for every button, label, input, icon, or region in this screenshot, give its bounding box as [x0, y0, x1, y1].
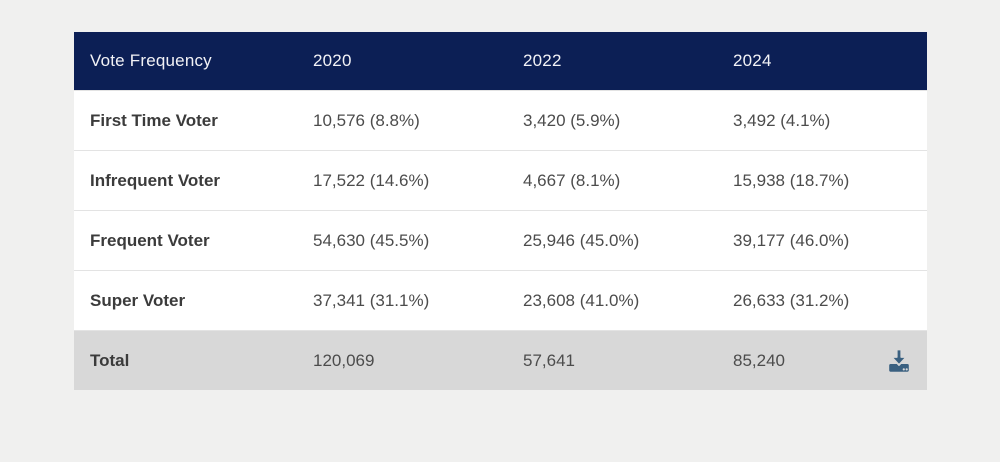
table-row-first-time-voter: First Time Voter 10,576 (8.8%) 3,420 (5.…: [74, 90, 927, 150]
table-row-infrequent-voter: Infrequent Voter 17,522 (14.6%) 4,667 (8…: [74, 150, 927, 210]
cell-2022: 25,946 (45.0%): [523, 230, 640, 250]
cell-2020: 54,630 (45.5%): [313, 230, 430, 250]
row-label: Super Voter: [90, 290, 186, 310]
cell-2024: 15,938 (18.7%): [733, 170, 850, 190]
download-button[interactable]: [885, 346, 913, 375]
header-2020: 2020: [313, 51, 352, 70]
header-2024: 2024: [733, 51, 772, 70]
header-2022: 2022: [523, 51, 562, 70]
table-header-row: Vote Frequency 2020 2022 2024: [74, 32, 927, 90]
table-row-total: Total 120,069 57,641 85,240: [74, 330, 927, 390]
total-2024-cell: 85,240: [733, 346, 911, 375]
cell-2022: 3,420 (5.9%): [523, 110, 621, 130]
cell-2020: 37,341 (31.1%): [313, 290, 430, 310]
cell-2022: 23,608 (41.0%): [523, 290, 640, 310]
total-label: Total: [90, 350, 130, 370]
table-row-frequent-voter: Frequent Voter 54,630 (45.5%) 25,946 (45…: [74, 210, 927, 270]
cell-2020: 17,522 (14.6%): [313, 170, 430, 190]
row-label: Frequent Voter: [90, 230, 210, 250]
table-row-super-voter: Super Voter 37,341 (31.1%) 23,608 (41.0%…: [74, 270, 927, 330]
row-label: First Time Voter: [90, 110, 218, 130]
total-2022: 57,641: [523, 350, 575, 370]
total-2024: 85,240: [733, 350, 785, 370]
cell-2024: 39,177 (46.0%): [733, 230, 850, 250]
total-2020: 120,069: [313, 350, 375, 370]
cell-2020: 10,576 (8.8%): [313, 110, 420, 130]
cell-2024: 3,492 (4.1%): [733, 110, 831, 130]
cell-2022: 4,667 (8.1%): [523, 170, 621, 190]
vote-frequency-table: Vote Frequency 2020 2022 2024 First Time…: [74, 32, 927, 390]
header-vote-frequency: Vote Frequency: [90, 51, 212, 70]
download-icon: [889, 348, 909, 372]
row-label: Infrequent Voter: [90, 170, 221, 190]
cell-2024: 26,633 (31.2%): [733, 290, 850, 310]
